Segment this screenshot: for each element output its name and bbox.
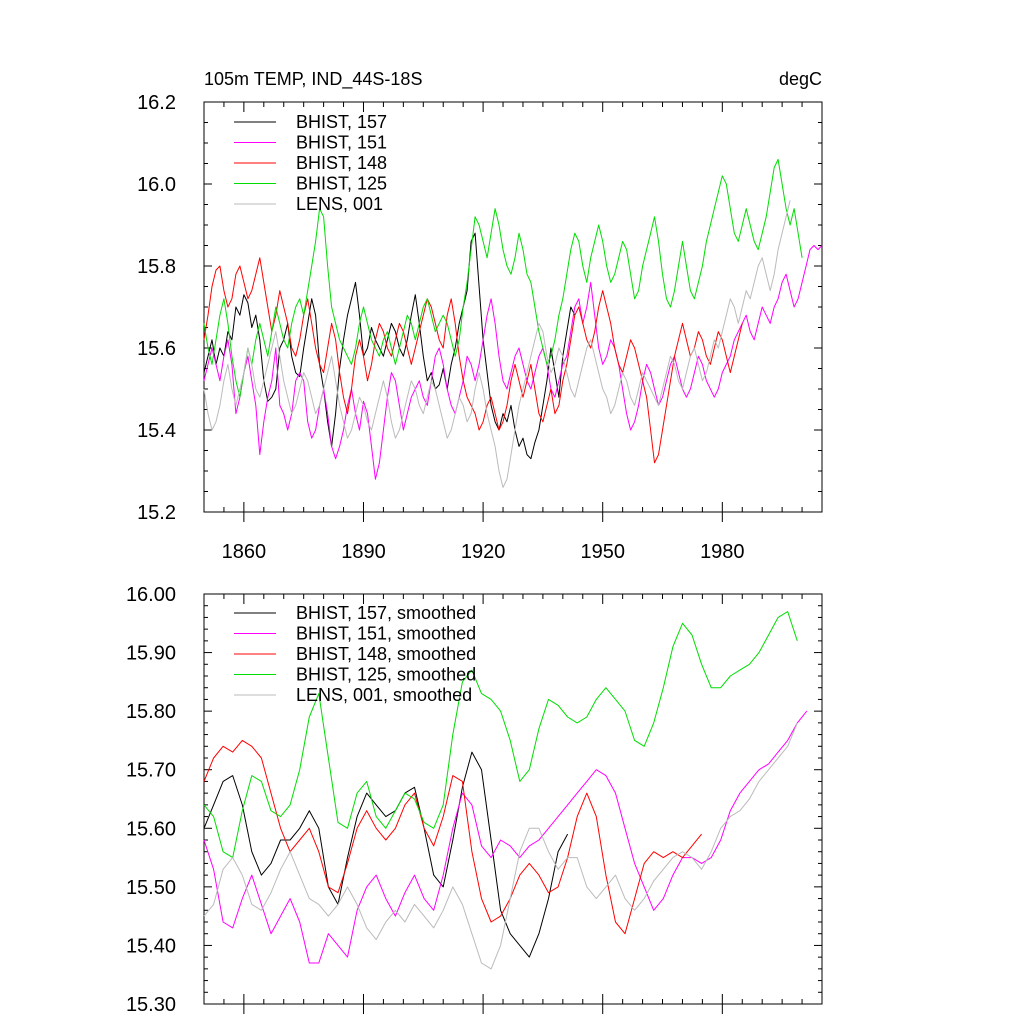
y-tick-label: 15.4 (137, 420, 176, 442)
series-line-1 (203, 232, 576, 460)
y-tick-label: 15.70 (126, 760, 176, 782)
y-tick-label: 15.2 (137, 502, 176, 524)
legend-label-5: LENS, 001, smoothed (296, 685, 472, 705)
series-line-1 (203, 751, 569, 958)
y-tick-label: 15.30 (126, 994, 176, 1016)
y-tick-label: 15.90 (126, 643, 176, 665)
plot-frame (203, 593, 823, 1005)
top-panel-title: 105m TEMP, IND_44S-18S (204, 69, 422, 90)
legend-label-3: BHIST, 148, smoothed (296, 644, 476, 664)
top-panel-units: degC (779, 69, 822, 89)
series-line-4 (203, 158, 803, 398)
x-tick-label: 1920 (461, 541, 506, 563)
legend-label-2: BHIST, 151, smoothed (296, 624, 476, 644)
y-tick-label: 15.60 (126, 818, 176, 840)
series-line-3 (203, 257, 743, 464)
legend-label-4: BHIST, 125 (296, 174, 387, 194)
series-line-5 (203, 722, 798, 970)
top-panel: 105m TEMP, IND_44S-18S degC 15.2 15.4 15.6… (137, 69, 823, 563)
x-tick-label: 1860 (222, 541, 267, 563)
series-line-2 (203, 710, 808, 964)
y-tick-label: 15.50 (126, 877, 176, 899)
y-tick-label: 15.40 (126, 935, 176, 957)
series-line-4 (203, 611, 798, 859)
y-tick-label: 16.00 (126, 584, 176, 606)
series-line-3 (203, 739, 702, 935)
bottom-panel: 15.30 15.40 15.50 15.60 15.70 15.80 15.90 16.00… (126, 584, 823, 1016)
legend-label-1: BHIST, 157 (296, 112, 387, 132)
legend-label-5: LENS, 001 (296, 194, 383, 214)
series-line-2 (203, 245, 823, 480)
y-tick-label: 15.8 (137, 256, 176, 278)
legend-label-2: BHIST, 151 (296, 133, 387, 153)
series-line-5 (203, 200, 791, 488)
legend-label-1: BHIST, 157, smoothed (296, 603, 476, 623)
y-tick-label: 16.2 (137, 92, 176, 114)
x-tick-label: 1890 (341, 541, 386, 563)
x-tick-label: 1950 (580, 541, 625, 563)
y-tick-label: 15.80 (126, 701, 176, 723)
legend-label-4: BHIST, 125, smoothed (296, 665, 476, 685)
legend-label-3: BHIST, 148 (296, 153, 387, 173)
x-tick-label: 1980 (700, 541, 745, 563)
y-tick-label: 16.0 (137, 174, 176, 196)
y-tick-label: 15.6 (137, 338, 176, 360)
